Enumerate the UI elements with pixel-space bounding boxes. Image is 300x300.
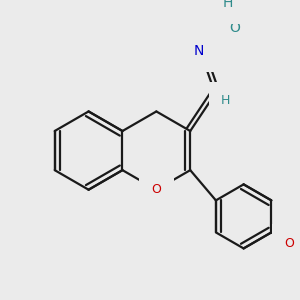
Text: O: O [284,237,294,250]
Text: H: H [222,0,233,10]
Text: O: O [229,21,240,35]
Text: H: H [221,94,230,107]
Text: N: N [194,44,204,58]
Text: O: O [152,183,161,196]
